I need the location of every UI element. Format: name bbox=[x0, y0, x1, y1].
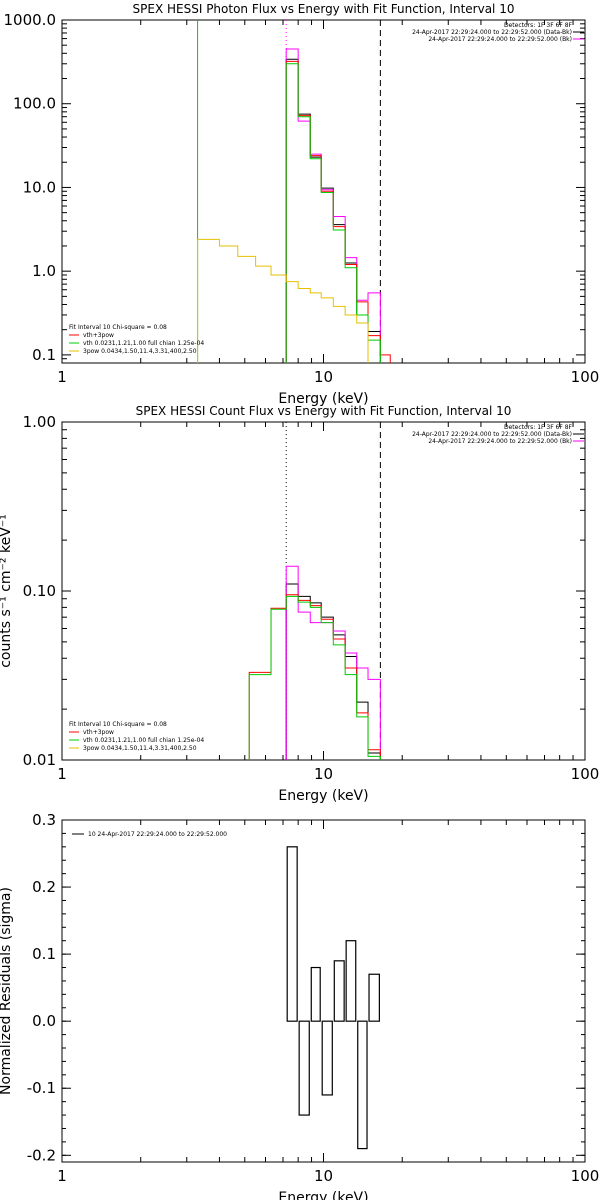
legend-right-entry: Detectors: 1F 3F 6F 8F bbox=[504, 424, 573, 431]
y-tick-label: 0.01 bbox=[23, 751, 56, 769]
legend-right-entry: 24-Apr-2017 22:29:24.000 to 22:29:52.000… bbox=[428, 438, 572, 445]
legend-left-entry: Fit Interval 10 Chi-square = 0.08 bbox=[69, 324, 167, 331]
series-step-line bbox=[248, 594, 381, 760]
y-tick-label: -0.1 bbox=[27, 1079, 56, 1097]
x-tick-label: 10 bbox=[314, 1167, 333, 1185]
y-tick-label: 1000.0 bbox=[4, 11, 57, 29]
series-step-line bbox=[248, 595, 381, 760]
residual-bar bbox=[310, 966, 321, 1022]
residual-bar bbox=[321, 1020, 333, 1096]
series-step-line bbox=[285, 583, 381, 760]
legend-right-entry: 24-Apr-2017 22:29:24.000 to 22:29:52.000… bbox=[428, 36, 572, 43]
residual-bar bbox=[298, 1020, 310, 1116]
plot-frame bbox=[61, 819, 586, 1163]
y-tick-label: -0.2 bbox=[27, 1146, 56, 1164]
y-tick-label: 1.00 bbox=[23, 413, 56, 431]
y-tick-label: 0.1 bbox=[32, 945, 56, 963]
chart-title: SPEX HESSI Count Flux vs Energy with Fit… bbox=[136, 404, 512, 418]
legend-left-entry: vth+3pow bbox=[83, 729, 114, 736]
x-tick-label: 1 bbox=[57, 1167, 67, 1185]
series-step-line bbox=[285, 565, 381, 760]
series-step-line bbox=[285, 63, 381, 363]
x-axis-label: Energy (keV) bbox=[278, 1190, 368, 1200]
series-step-line bbox=[285, 60, 391, 363]
x-axis-label: Energy (keV) bbox=[278, 788, 368, 804]
x-tick-label: 1 bbox=[57, 765, 67, 783]
legend-left-entry: Fit Interval 10 Chi-square = 0.08 bbox=[69, 721, 167, 728]
y-tick-label: 0.0 bbox=[32, 1012, 56, 1030]
legend-right-entry: Detectors: 1F 3F 6F 8F bbox=[504, 22, 573, 29]
y-axis-label: counts s⁻¹ cm⁻² keV⁻¹ bbox=[0, 514, 14, 668]
y-tick-label: 1.0 bbox=[32, 262, 56, 280]
y-tick-label: 0.10 bbox=[23, 582, 56, 600]
y-tick-label: 100.0 bbox=[13, 95, 56, 113]
legend-left-entry: vth 0.0231,1.21,1.00 full chian 1.25e-04 bbox=[83, 737, 204, 744]
x-axis-label: Energy (keV) bbox=[278, 391, 368, 407]
legend-left-entry: 10 24-Apr-2017 22:29:24.000 to 22:29:52.… bbox=[88, 831, 227, 838]
residual-bar bbox=[357, 1020, 368, 1150]
residual-bar bbox=[286, 846, 298, 1022]
x-tick-label: 100 bbox=[571, 368, 600, 386]
y-tick-label: 0.2 bbox=[32, 878, 56, 896]
legend-right-entry: 24-Apr-2017 22:29:24.000 to 22:29:52.000… bbox=[412, 431, 572, 438]
y-tick-label: 10.0 bbox=[23, 178, 56, 196]
y-axis-label: Normalized Residuals (sigma) bbox=[0, 887, 14, 1095]
legend-left-entry: vth+3pow bbox=[83, 332, 114, 339]
x-tick-label: 100 bbox=[571, 1167, 600, 1185]
x-tick-label: 10 bbox=[314, 765, 333, 783]
x-tick-label: 1 bbox=[57, 368, 67, 386]
legend-left-entry: 3pow 0.0434,1.50,11.4,3.31,400,2.50 bbox=[83, 745, 197, 752]
legend-left-entry: 3pow 0.0434,1.50,11.4,3.31,400,2.50 bbox=[83, 348, 197, 355]
legend-left-entry: vth 0.0231,1.21,1.00 full chian 1.25e-04 bbox=[83, 340, 204, 347]
legend-right-entry: 24-Apr-2017 22:29:24.000 to 22:29:52.000… bbox=[412, 29, 572, 36]
residual-bar bbox=[368, 973, 380, 1022]
residual-bar bbox=[333, 960, 345, 1022]
x-tick-label: 100 bbox=[571, 765, 600, 783]
y-tick-label: 0.3 bbox=[32, 811, 56, 829]
y-tick-label: 0.1 bbox=[32, 346, 56, 364]
residual-bar bbox=[345, 940, 357, 1022]
plot-frame bbox=[61, 421, 586, 761]
series-step-line bbox=[197, 238, 369, 363]
chart-title: SPEX HESSI Photon Flux vs Energy with Fi… bbox=[133, 2, 515, 16]
x-tick-label: 10 bbox=[314, 368, 333, 386]
